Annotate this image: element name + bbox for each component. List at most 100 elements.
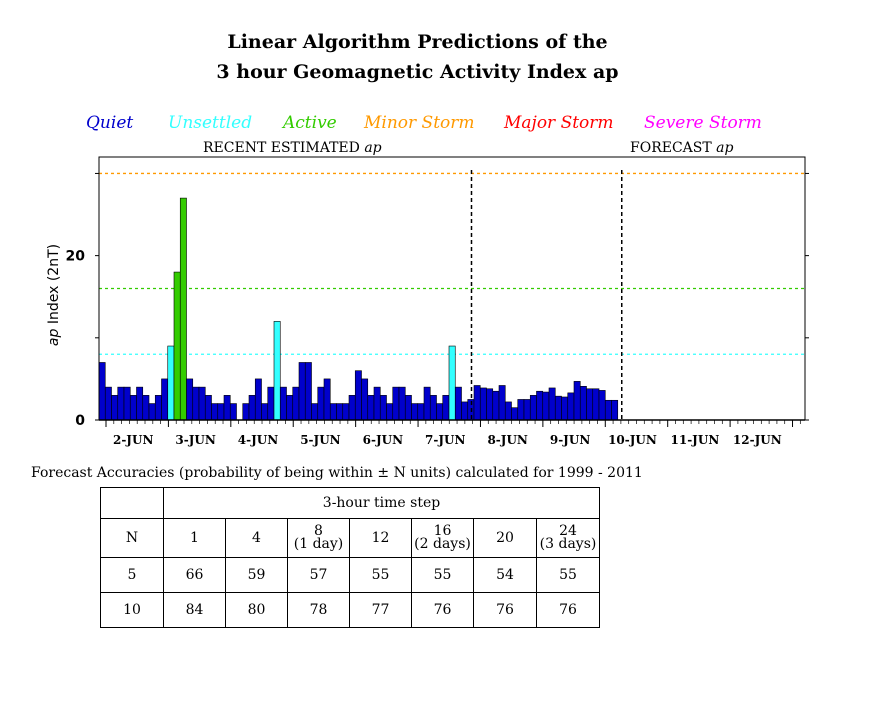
n-cell: 10 (100, 592, 164, 628)
recent-bar (348, 395, 356, 421)
recent-bar (311, 403, 319, 421)
recent-bar (211, 403, 219, 421)
accuracy-cell: 80 (225, 592, 288, 628)
recent-bar (117, 386, 125, 421)
threshold-lines (99, 172, 805, 355)
accuracy-header-row: 3-hour time step (100, 487, 600, 519)
recent-bar (373, 386, 381, 421)
recent-bar (204, 395, 212, 421)
chart-title-line2: 3 hour Geomagnetic Activity Index ap (216, 61, 619, 83)
recent-bar (411, 403, 419, 421)
recent-bar (442, 395, 450, 421)
recent-estimated-label: RECENT ESTIMATED ap (203, 140, 382, 156)
forecast-bar (604, 399, 612, 421)
recent-bar (223, 395, 231, 421)
chart-axes (95, 156, 809, 427)
step-cell: 24 (3 days) (536, 518, 600, 558)
x-day-label: 12-JUN (733, 433, 782, 447)
recent-bar (167, 345, 175, 421)
forecast-bar (573, 381, 581, 421)
recent-bar (173, 271, 181, 421)
recent-bar (342, 403, 350, 421)
recent-bar (317, 386, 325, 421)
recent-bar (379, 395, 387, 421)
recent-bar (436, 403, 444, 421)
recent-bar (179, 197, 187, 421)
recent-bar (417, 403, 425, 421)
legend-major-storm: Major Storm (504, 113, 614, 133)
ap-bar-chart: 2-JUN 3-JUN 4-JUN 5-JUN 6-JUN 7-JUN 8-JUN 9-JUN… (46, 156, 809, 447)
step-cell: 8 (1 day) (287, 518, 350, 558)
step-cell: 20 (473, 518, 537, 558)
recent-bar (111, 395, 119, 421)
accuracy-cell: 66 (163, 557, 226, 593)
accuracy-table: 3-hour time step N 1 4 8 (1 day) 12 16 (2 … (100, 487, 600, 628)
forecast-bar (536, 390, 544, 421)
step-cell: 4 (225, 518, 288, 558)
recent-bar (248, 395, 256, 421)
accuracy-steps-row: N 1 4 8 (1 day) 12 16 (2 days) 20 24 (3 day… (100, 518, 600, 558)
y-tick-label: 0 (75, 413, 85, 429)
accuracy-cell: 78 (287, 592, 350, 628)
y-tick-label: 20 (66, 249, 86, 265)
x-day-label: 7-JUN (425, 433, 465, 447)
y-axis-label: ap Index (2nT) (46, 244, 62, 346)
forecast-bar (579, 386, 587, 421)
recent-bar (454, 386, 462, 421)
forecast-bar (592, 388, 600, 421)
recent-bar (386, 403, 394, 421)
forecast-bar (567, 392, 575, 421)
step-cell: 12 (349, 518, 412, 558)
accuracy-cell: 55 (536, 557, 600, 593)
forecast-bar (542, 391, 550, 421)
recent-bar (98, 362, 106, 421)
recent-bar (242, 403, 250, 421)
accuracy-cell: 84 (163, 592, 226, 628)
recent-bar (392, 386, 400, 421)
recent-bar (148, 403, 156, 421)
recent-bar (229, 403, 237, 421)
recent-bar (267, 386, 275, 421)
forecast-bar (461, 401, 469, 421)
accuracy-cell: 77 (349, 592, 412, 628)
accuracy-cell: 57 (287, 557, 350, 593)
step-cell: 16 (2 days) (411, 518, 474, 558)
recent-bar (123, 386, 131, 421)
forecast-bar (586, 388, 594, 421)
forecast-bar (479, 387, 487, 421)
forecast-bar (511, 407, 519, 421)
x-day-label: 4-JUN (238, 433, 278, 447)
x-axis-day-labels: 2-JUN 3-JUN 4-JUN 5-JUN 6-JUN 7-JUN 8-JUN 9-JUN… (113, 433, 782, 447)
legend-severe-storm: Severe Storm (644, 113, 762, 133)
legend-active: Active (283, 113, 337, 133)
forecast-bar (473, 385, 481, 421)
recent-bar (336, 403, 344, 421)
recent-bar (429, 395, 437, 421)
recent-bar (136, 386, 144, 421)
recent-bar (217, 403, 225, 421)
chart-title-line1: Linear Algorithm Predictions of the (227, 31, 608, 53)
forecast-bar (611, 399, 619, 421)
bar-series (98, 197, 619, 421)
step-cell: 1 (163, 518, 226, 558)
recent-bar (423, 386, 431, 421)
accuracy-title: Forecast Accuracies (probability of bein… (31, 465, 643, 481)
forecast-bar (492, 390, 500, 421)
forecast-bar (548, 387, 556, 421)
forecast-bar (498, 385, 506, 421)
x-day-label: 6-JUN (363, 433, 403, 447)
accuracy-cell: 54 (473, 557, 537, 593)
recent-bar (192, 386, 200, 421)
forecast-bar (504, 401, 512, 421)
legend-unsettled: Unsettled (168, 113, 253, 133)
recent-bar (286, 395, 294, 421)
x-day-label: 5-JUN (300, 433, 340, 447)
accuracy-cell: 59 (225, 557, 288, 593)
accuracy-cell: 76 (536, 592, 600, 628)
n-header: N (100, 518, 164, 558)
forecast-bar (598, 390, 606, 421)
legend-minor-storm: Minor Storm (364, 113, 475, 133)
recent-bar (261, 403, 269, 421)
recent-bar (186, 378, 194, 421)
recent-bar (398, 386, 406, 421)
